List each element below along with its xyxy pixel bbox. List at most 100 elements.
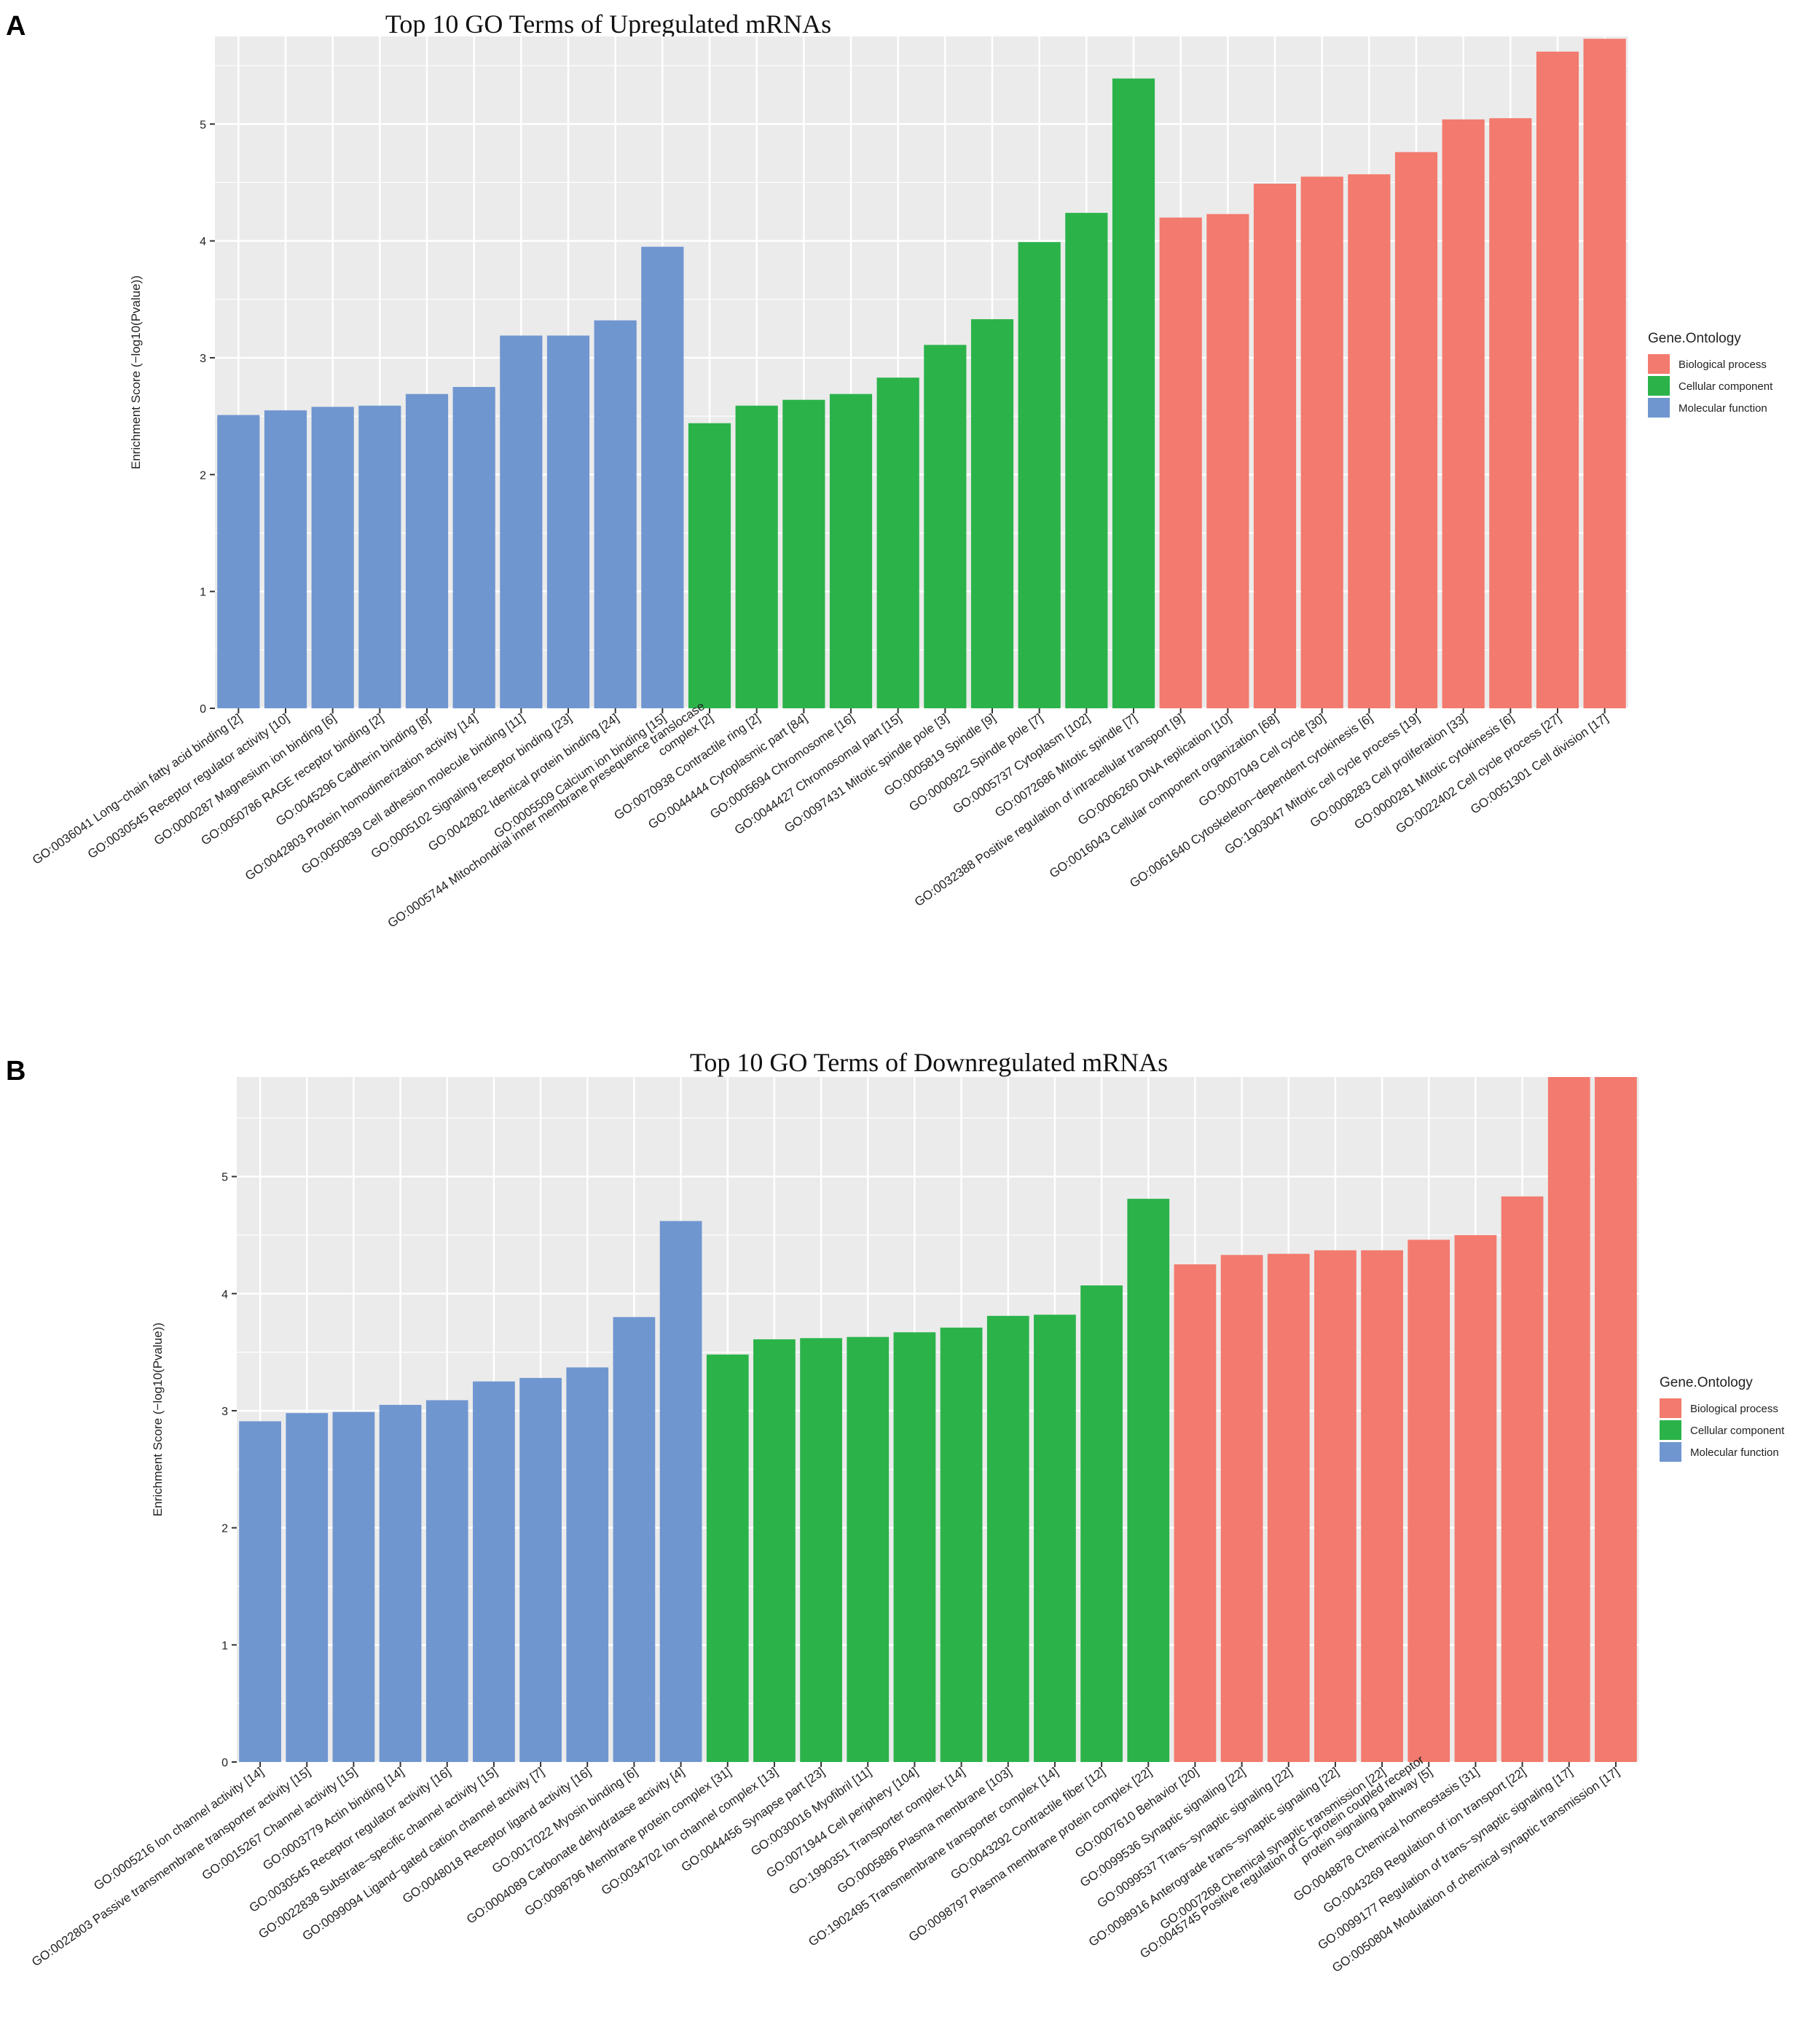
y-tick-label: 5 [221, 1172, 228, 1184]
bar [1206, 214, 1249, 708]
x-tick-label: GO:0004089 Carbonate dehydratase activit… [464, 1765, 687, 1927]
panel-a: A Top 10 GO Terms of Upregulated mRNAs 0 1 2… [6, 9, 1773, 931]
bar [1127, 1199, 1170, 1762]
bar [940, 1327, 983, 1762]
bar [970, 319, 1014, 708]
x-tick-label: GO:0005216 Ion channel activity [14] [91, 1765, 266, 1893]
bar [659, 1221, 702, 1762]
bar [876, 377, 919, 708]
bar [1080, 1285, 1123, 1762]
legend-key [1660, 1442, 1681, 1462]
bar [358, 405, 401, 708]
bar [217, 415, 260, 708]
y-axis-title: Enrichment Score (−log10(Pvalue)) [129, 275, 143, 469]
bar [1394, 152, 1438, 708]
bar [613, 1317, 656, 1762]
bar [1034, 1315, 1076, 1762]
bar [1348, 174, 1391, 708]
legend-label: Cellular component [1690, 1425, 1785, 1437]
x-tick-label: GO:0030545 Receptor regulator activity [… [85, 711, 291, 861]
bar [1267, 1253, 1310, 1762]
bar [473, 1381, 515, 1762]
bar [1314, 1250, 1357, 1762]
bar [500, 335, 543, 708]
y-axis-title: Enrichment Score (−log10(Pvalue)) [151, 1323, 165, 1516]
y-tick-label: 4 [221, 1288, 228, 1301]
legend: Gene.Ontology Biological process Cellular … [1660, 1375, 1785, 1462]
bar [1112, 78, 1155, 708]
bar [847, 1336, 890, 1762]
bar [566, 1367, 609, 1762]
bar [688, 423, 731, 708]
bar [1018, 242, 1061, 709]
bar [1489, 118, 1532, 709]
x-tick-label: GO:0005509 Calcium ion binding [15] [491, 711, 668, 841]
plot-background [215, 36, 1628, 708]
bar [452, 387, 495, 708]
bar [1595, 1077, 1637, 1762]
y-tick-label: 4 [200, 236, 206, 248]
bar [546, 335, 590, 708]
legend-label: Molecular function [1679, 402, 1767, 415]
plot-background [237, 1077, 1639, 1762]
panel-label: A [6, 11, 25, 42]
bar [1454, 1234, 1497, 1762]
y-tick-label: 5 [200, 119, 206, 131]
bar [986, 1315, 1029, 1762]
bar [332, 1411, 375, 1762]
legend-title: Gene.Ontology [1648, 331, 1741, 346]
y-tick-label: 0 [221, 1757, 228, 1769]
bar [1501, 1196, 1544, 1762]
panel-b: B Top 10 GO Terms of Downregulated mRNAs 0… [6, 1048, 1785, 1975]
bar [1174, 1264, 1217, 1762]
bar [1300, 176, 1343, 709]
bar [379, 1404, 422, 1762]
y-tick-label: 2 [221, 1523, 228, 1535]
chart-title: Top 10 GO Terms of Downregulated mRNAs [690, 1048, 1168, 1077]
bar [1159, 217, 1202, 708]
y-tick-label: 3 [221, 1406, 228, 1418]
y-tick-label: 0 [200, 703, 206, 716]
bar [311, 407, 354, 708]
bar [706, 1354, 749, 1762]
legend-key [1648, 354, 1670, 374]
bar [829, 393, 873, 708]
bar [1583, 39, 1626, 708]
panel-label: B [6, 1056, 25, 1086]
bar [1547, 1077, 1590, 1762]
bar [1220, 1255, 1263, 1762]
bar [1407, 1240, 1450, 1762]
legend-label: Biological process [1690, 1403, 1778, 1415]
bar [1536, 51, 1579, 708]
y-tick-label: 1 [200, 587, 206, 599]
bar [735, 405, 778, 708]
legend-title: Gene.Ontology [1660, 1375, 1753, 1390]
y-tick-label: 3 [200, 353, 206, 365]
y-tick-label: 1 [221, 1640, 228, 1652]
bar [286, 1413, 329, 1762]
bar [1361, 1250, 1403, 1762]
legend-label: Cellular component [1679, 380, 1773, 393]
bar [782, 399, 825, 708]
legend-key [1648, 376, 1670, 396]
bar [425, 1400, 468, 1762]
y-tick-label: 2 [200, 469, 206, 482]
bar [1253, 184, 1297, 708]
bar [924, 345, 967, 708]
bar [893, 1332, 936, 1762]
legend-label: Molecular function [1690, 1446, 1779, 1459]
bar [753, 1339, 796, 1762]
chart-title: Top 10 GO Terms of Upregulated mRNAs [385, 9, 831, 39]
legend-key [1660, 1420, 1681, 1440]
bar [519, 1377, 562, 1762]
bar [594, 320, 637, 708]
bar [239, 1421, 281, 1762]
bar [1442, 119, 1485, 709]
legend: Gene.Ontology Biological process Cellular … [1648, 331, 1773, 418]
legend-label: Biological process [1679, 359, 1767, 371]
bar [1065, 213, 1108, 708]
legend-key [1648, 398, 1670, 418]
bar [800, 1338, 842, 1762]
legend-key [1660, 1398, 1681, 1418]
